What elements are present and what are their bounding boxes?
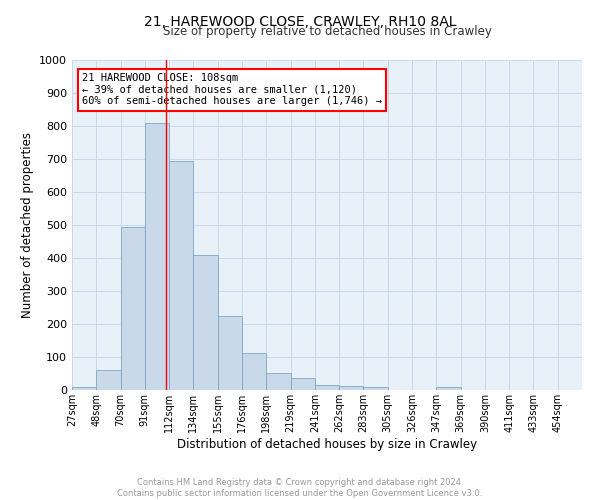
X-axis label: Distribution of detached houses by size in Crawley: Distribution of detached houses by size …	[177, 438, 477, 450]
Text: Contains HM Land Registry data © Crown copyright and database right 2024.
Contai: Contains HM Land Registry data © Crown c…	[118, 478, 482, 498]
Bar	[72, 388, 96, 390]
Bar	[436, 388, 461, 390]
Text: 21 HAREWOOD CLOSE: 108sqm
← 39% of detached houses are smaller (1,120)
60% of se: 21 HAREWOOD CLOSE: 108sqm ← 39% of detac…	[82, 73, 382, 106]
Bar	[315, 384, 339, 390]
Bar	[290, 378, 315, 390]
Bar	[242, 352, 266, 390]
Bar	[218, 316, 242, 390]
Text: 21, HAREWOOD CLOSE, CRAWLEY, RH10 8AL: 21, HAREWOOD CLOSE, CRAWLEY, RH10 8AL	[144, 15, 456, 29]
Bar	[364, 386, 388, 390]
Title: Size of property relative to detached houses in Crawley: Size of property relative to detached ho…	[163, 25, 491, 38]
Bar	[169, 160, 193, 390]
Bar	[266, 372, 290, 390]
Bar	[145, 122, 169, 390]
Bar	[339, 386, 364, 390]
Bar	[96, 370, 121, 390]
Y-axis label: Number of detached properties: Number of detached properties	[20, 132, 34, 318]
Bar	[193, 254, 218, 390]
Bar	[121, 226, 145, 390]
